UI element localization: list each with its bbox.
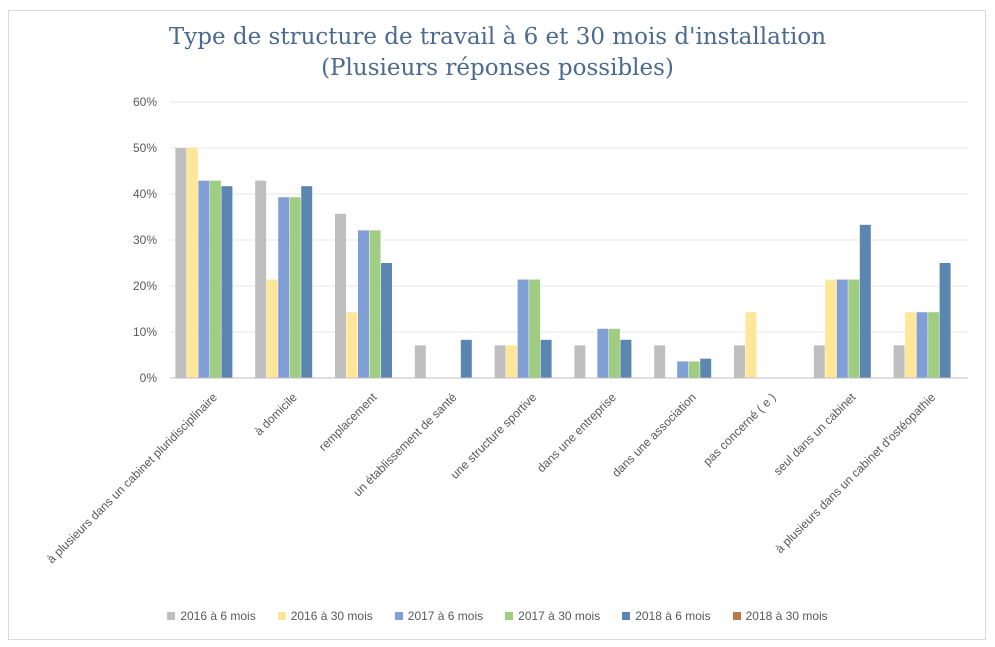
x-category-label: pas concerné ( e ) <box>700 390 778 468</box>
bar <box>517 279 529 378</box>
bar <box>916 312 928 378</box>
chart-legend: 2016 à 6 mois 2016 à 30 mois 2017 à 6 mois… <box>0 609 995 623</box>
legend-label: 2016 à 30 mois <box>290 609 373 623</box>
bar <box>529 279 541 378</box>
x-category-label: une structure sportive <box>448 390 540 482</box>
bar <box>597 328 609 378</box>
y-tick-label: 50% <box>133 141 157 155</box>
legend-swatch <box>394 612 403 620</box>
bar <box>848 279 860 378</box>
chart-title-line: Type de structure de travail à 6 et 30 m… <box>168 24 827 50</box>
legend-item: 2018 à 6 mois <box>622 609 711 623</box>
bar <box>301 186 313 378</box>
bar <box>825 279 837 378</box>
bar <box>574 345 586 378</box>
bar <box>358 230 369 378</box>
x-category-label: à domicile <box>252 390 300 438</box>
bar <box>608 328 620 378</box>
y-tick-label: 10% <box>133 325 157 339</box>
bar <box>346 312 358 378</box>
bar <box>677 361 689 378</box>
bar <box>859 224 871 378</box>
chart-subtitle: (Plusieurs réponses possibles) <box>321 55 674 81</box>
y-tick-label: 40% <box>133 187 157 201</box>
bar <box>939 263 951 378</box>
legend-item: 2017 à 6 mois <box>394 609 484 623</box>
bar <box>335 213 346 378</box>
bar <box>494 345 506 378</box>
legend-label: 2018 à 30 mois <box>745 609 828 623</box>
chart-frame <box>8 10 986 640</box>
legend-item: 2016 à 6 mois <box>167 609 256 623</box>
y-tick-label: 20% <box>133 279 157 293</box>
bar <box>278 197 290 378</box>
x-category-label: remplacement <box>316 390 380 454</box>
x-category-label: à plusieurs dans un cabinet d'ostéopathi… <box>772 390 938 556</box>
x-category-label: dans une association <box>609 390 699 480</box>
bar <box>221 186 233 378</box>
x-category-label: à plusieurs dans un cabinet pluridiscipl… <box>44 390 220 566</box>
legend-label: 2018 à 6 mois <box>635 609 711 623</box>
bar <box>289 197 301 378</box>
y-tick-label: 0% <box>140 371 158 385</box>
bar <box>175 148 187 378</box>
bar <box>369 230 381 378</box>
bar <box>198 180 210 378</box>
y-tick-label: 30% <box>133 233 157 247</box>
legend-swatch <box>167 612 176 620</box>
bar <box>745 312 757 378</box>
bar <box>700 358 712 378</box>
bar <box>266 279 278 378</box>
legend-label: 2017 à 30 mois <box>518 609 601 623</box>
bar <box>414 345 426 378</box>
bar <box>813 345 825 378</box>
legend-swatch <box>505 612 514 620</box>
bar <box>654 345 666 378</box>
bar <box>620 339 632 378</box>
legend-item: 2016 à 30 mois <box>277 609 373 623</box>
legend-label: 2017 à 6 mois <box>407 609 484 623</box>
bar <box>255 180 267 378</box>
legend-item: 2018 à 30 mois <box>732 609 828 623</box>
legend-swatch <box>732 612 741 620</box>
bar <box>506 345 518 378</box>
legend-swatch <box>622 612 631 620</box>
chart-title: Type de structure de travail à 6 et 30 m… <box>0 22 995 84</box>
bar <box>734 345 745 378</box>
bar <box>836 279 848 378</box>
x-category-label: dans une entreprise <box>534 390 619 475</box>
x-category-label: seul dans un cabinet <box>771 390 859 478</box>
bar <box>186 148 198 378</box>
bar <box>893 345 905 378</box>
legend-item: 2017 à 30 mois <box>505 609 600 623</box>
legend-label: 2016 à 6 mois <box>180 609 256 623</box>
bar <box>460 339 472 378</box>
y-tick-label: 60% <box>133 95 157 109</box>
bar <box>928 312 940 378</box>
bar <box>540 339 552 378</box>
bar <box>209 180 221 378</box>
bar <box>381 263 392 378</box>
legend-swatch <box>277 612 286 620</box>
bar <box>905 312 917 378</box>
bar <box>688 361 700 378</box>
